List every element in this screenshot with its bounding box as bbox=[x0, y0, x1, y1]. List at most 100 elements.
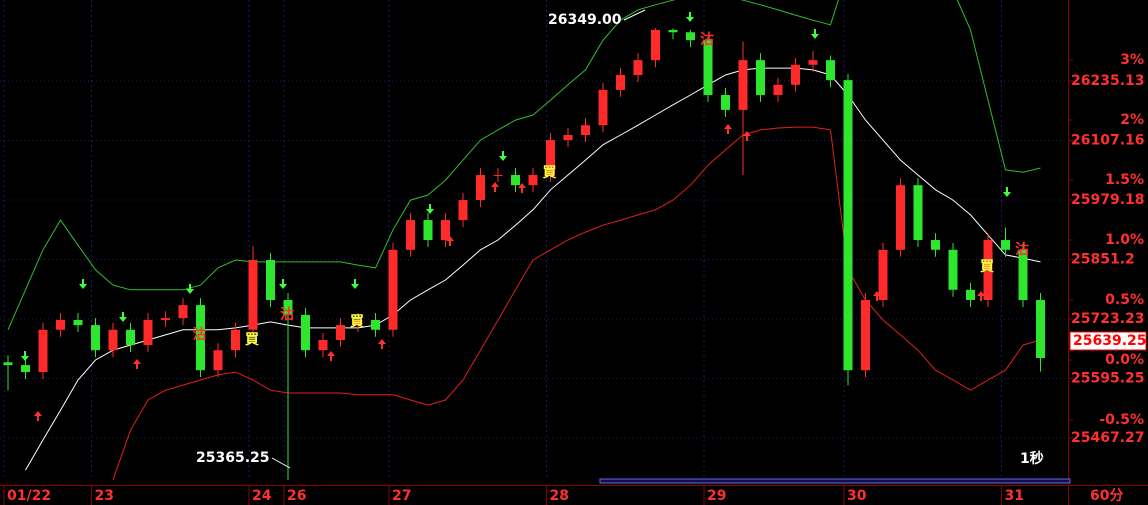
candle-body bbox=[826, 60, 835, 81]
signal-label: 買 bbox=[350, 314, 365, 330]
signal-label: 沽 bbox=[1015, 241, 1029, 258]
candle-body bbox=[756, 60, 765, 96]
buy-arrow bbox=[977, 291, 985, 301]
sell-arrow bbox=[686, 12, 694, 22]
candle-body bbox=[108, 329, 118, 351]
y-tick-label: 26235.13 bbox=[1071, 73, 1145, 89]
sell-arrow bbox=[499, 151, 507, 161]
sell-arrow bbox=[119, 312, 127, 322]
y2-tick-label: 3% bbox=[1120, 52, 1144, 68]
candle-body bbox=[651, 29, 660, 61]
low-annotation: 25365.25 bbox=[196, 450, 270, 466]
y-tick-label: 25467.27 bbox=[1071, 430, 1145, 446]
sell-arrow bbox=[426, 204, 434, 214]
buy-arrow bbox=[724, 124, 732, 134]
high-annotation: 26349.00 bbox=[548, 12, 622, 28]
candle-body bbox=[983, 240, 993, 301]
candle-body bbox=[493, 174, 503, 176]
buy-arrow bbox=[327, 351, 335, 361]
x-tick-label: 24 bbox=[252, 488, 272, 504]
sell-arrow bbox=[279, 279, 287, 289]
candle-body bbox=[1001, 240, 1010, 250]
candle-body bbox=[1018, 249, 1028, 301]
candle-body bbox=[843, 80, 853, 371]
candle-body bbox=[178, 305, 188, 319]
signal-label: 買 bbox=[980, 259, 995, 275]
signal-label: 買 bbox=[245, 332, 260, 348]
signal-label: 沽 bbox=[280, 306, 294, 323]
buy-arrow bbox=[34, 411, 42, 421]
buy-arrow bbox=[133, 359, 141, 369]
candle-body bbox=[56, 320, 65, 330]
candle-body bbox=[318, 339, 328, 351]
candle-body bbox=[38, 329, 48, 373]
candle-body bbox=[966, 289, 975, 301]
candle-body bbox=[703, 40, 713, 96]
candle-body bbox=[633, 60, 643, 76]
candle-body bbox=[528, 174, 538, 186]
sell-arrow bbox=[351, 279, 359, 289]
x-tick-label: 01/22 bbox=[7, 488, 51, 504]
candle-body bbox=[546, 140, 555, 175]
candle-body bbox=[388, 249, 398, 330]
buy-arrow bbox=[378, 339, 386, 349]
x-tick-label: 28 bbox=[550, 488, 569, 504]
candle-body bbox=[143, 320, 153, 346]
y-tick-label: 26107.16 bbox=[1071, 132, 1145, 148]
candle-body bbox=[336, 325, 345, 340]
current-price-box bbox=[1069, 331, 1147, 351]
candle-body bbox=[1036, 300, 1045, 359]
sell-arrow bbox=[21, 351, 29, 361]
candle-body bbox=[353, 320, 363, 326]
x-tick-label: 27 bbox=[392, 488, 411, 504]
candle-body bbox=[563, 134, 573, 141]
y2-tick-label: -0.5% bbox=[1099, 412, 1144, 428]
buy-arrow bbox=[446, 236, 454, 246]
candle-body bbox=[581, 125, 590, 135]
candle-body bbox=[896, 185, 905, 250]
band-line bbox=[25, 67, 1041, 471]
y2-tick-label: 0.0% bbox=[1105, 352, 1144, 368]
candle-body bbox=[878, 249, 888, 301]
low-pointer bbox=[271, 457, 291, 469]
candle-body bbox=[913, 185, 923, 241]
buy-arrow bbox=[491, 182, 499, 192]
candle-body bbox=[808, 60, 818, 65]
candle-body bbox=[266, 260, 275, 301]
candle-body bbox=[476, 174, 485, 201]
candle-body bbox=[738, 60, 748, 110]
candle-body bbox=[441, 220, 450, 241]
x-tick-label: 31 bbox=[1005, 488, 1024, 504]
signal-label: 買 bbox=[543, 165, 558, 181]
y2-tick-label: 0.5% bbox=[1105, 292, 1144, 308]
y-tick-label: 25979.18 bbox=[1071, 192, 1145, 208]
buy-arrow bbox=[743, 131, 751, 141]
band-line bbox=[7, 0, 1041, 331]
signal-label: 沽 bbox=[700, 31, 714, 48]
scrollbar[interactable] bbox=[599, 478, 1071, 484]
candle-body bbox=[161, 318, 170, 320]
candle-body bbox=[511, 174, 520, 186]
candle-body bbox=[686, 32, 695, 41]
x-tick-label: 29 bbox=[707, 488, 726, 504]
candle-body bbox=[458, 200, 468, 221]
candle-body bbox=[213, 350, 223, 371]
candle-body bbox=[3, 362, 13, 366]
sell-arrow bbox=[186, 284, 194, 294]
y-tick-label: 25723.23 bbox=[1071, 311, 1145, 327]
y2-tick-label: 1.0% bbox=[1105, 232, 1144, 248]
candle-body bbox=[196, 305, 205, 371]
y-tick-label: 25595.25 bbox=[1071, 370, 1145, 386]
x-tick-label: 26 bbox=[287, 488, 306, 504]
period-label[interactable]: 60分 bbox=[1090, 488, 1123, 504]
sell-arrow bbox=[811, 29, 819, 39]
current-price-label: 25639.25 bbox=[1073, 333, 1147, 349]
candle-body bbox=[616, 75, 625, 90]
candle-body bbox=[73, 320, 83, 326]
candle-body bbox=[231, 329, 240, 351]
buy-arrow bbox=[873, 291, 881, 301]
signal-label: 沽 bbox=[193, 326, 207, 343]
